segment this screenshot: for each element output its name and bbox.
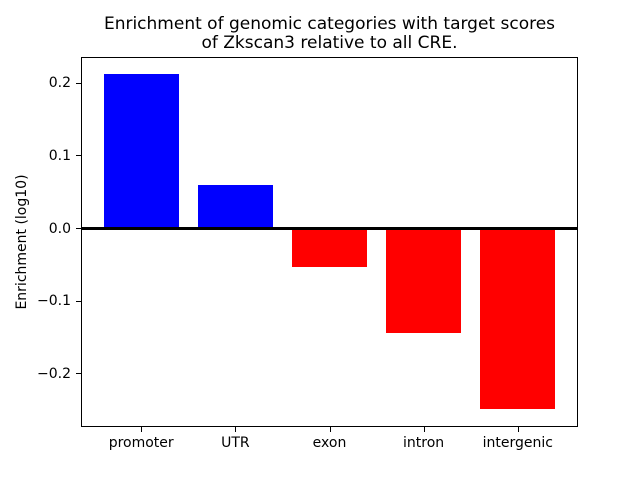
y-axis-label: Enrichment (log10) <box>14 174 30 310</box>
x-tick-label-UTR: UTR <box>221 435 250 451</box>
x-tick-label-promoter: promoter <box>108 435 174 451</box>
y-tick-label: 0.1 <box>48 147 71 164</box>
y-tick-label: 0.2 <box>48 75 71 92</box>
y-tick-mark <box>76 228 81 230</box>
x-tick-mark <box>235 427 237 432</box>
zero-line <box>81 227 578 231</box>
x-tick-mark <box>517 427 519 432</box>
y-tick-mark <box>76 82 81 84</box>
y-tick-label: 0.0 <box>48 220 71 237</box>
y-tick-mark <box>76 300 81 302</box>
bar-exon <box>291 228 368 268</box>
x-tick-label-exon: exon <box>312 435 347 451</box>
y-tick-mark <box>76 373 81 375</box>
y-tick-label: −0.2 <box>37 365 71 382</box>
x-tick-mark <box>423 427 425 432</box>
x-tick-mark <box>329 427 331 432</box>
chart-title: Enrichment of genomic categories with ta… <box>103 14 556 53</box>
x-tick-label-intergenic: intergenic <box>482 435 553 451</box>
bar-promoter <box>103 73 179 229</box>
bar-intron <box>386 228 462 334</box>
bar-intergenic <box>480 228 556 409</box>
y-tick-label: −0.1 <box>37 293 71 310</box>
bar-UTR <box>197 184 273 229</box>
plot-area <box>81 57 578 427</box>
x-tick-label-intron: intron <box>403 435 445 451</box>
y-tick-mark <box>76 155 81 157</box>
x-tick-mark <box>141 427 143 432</box>
